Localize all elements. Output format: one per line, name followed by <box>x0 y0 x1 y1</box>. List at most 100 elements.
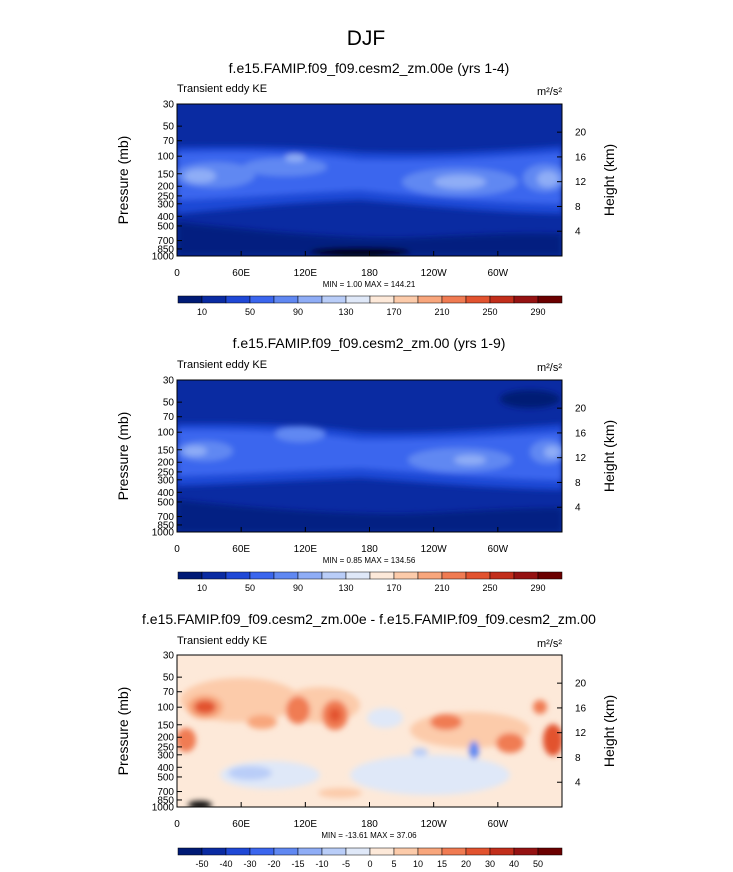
x-tick-label: 0 <box>174 544 180 555</box>
y-axis-title: Pressure (mb) <box>115 687 131 776</box>
y-tick-label: 150 <box>157 720 174 731</box>
y-tick-label: 30 <box>163 376 175 387</box>
colorbar-swatch <box>441 847 467 856</box>
x-tick-label: 120W <box>421 544 448 555</box>
y-tick-label: 700 <box>157 512 174 523</box>
panel-subtitle: Transient eddy KE <box>177 635 267 647</box>
y-tick-label: 200 <box>157 458 174 469</box>
y-right-tick-label: 12 <box>575 453 587 464</box>
colorbar-swatch <box>249 571 275 580</box>
units-label: m²/s² <box>537 362 562 374</box>
colorbar-label: -20 <box>267 859 280 869</box>
y-tick-label: 70 <box>163 412 175 423</box>
y-tick-label: 50 <box>163 673 175 684</box>
colorbar: 10 50 90 130 170 210 250 290 <box>177 295 563 317</box>
units-label: m²/s² <box>537 86 562 98</box>
panel-title: f.e15.FAMIP.f09_f09.cesm2_zm.00 (yrs 1-9… <box>233 335 506 351</box>
colorbar-swatch <box>489 571 515 580</box>
colorbar-swatch <box>513 571 539 580</box>
x-tick-label: 60E <box>232 544 250 555</box>
colorbar-label: 20 <box>461 859 471 869</box>
y-tick-label: 400 <box>157 488 174 499</box>
colorbar-swatch <box>537 571 563 580</box>
y-tick-label: 400 <box>157 763 174 774</box>
y-right-tick-label: 4 <box>575 778 581 789</box>
y-tick-label: 150 <box>157 169 174 180</box>
contour-shading <box>177 678 562 807</box>
y-right-axis-title: Height (km) <box>601 695 617 767</box>
colorbar-label: -50 <box>195 859 208 869</box>
colorbar-swatch <box>321 295 347 304</box>
y-tick-label: 300 <box>157 750 174 761</box>
y-tick-label: 250 <box>157 191 174 202</box>
y-tick-label: 70 <box>163 136 175 147</box>
x-tick-label: 180 <box>361 819 378 830</box>
y-tick-label: 850 <box>157 244 174 255</box>
y-right-axis-title: Height (km) <box>601 420 617 492</box>
y-tick-label: 200 <box>157 733 174 744</box>
x-tick-label: 0 <box>174 268 180 279</box>
contour-field <box>177 655 562 807</box>
colorbar-swatch <box>369 847 395 856</box>
colorbar-swatch <box>201 295 227 304</box>
colorbar-label: 210 <box>434 583 449 593</box>
y-tick-label: 50 <box>163 122 175 133</box>
panel-title: f.e15.FAMIP.f09_f09.cesm2_zm.00e (yrs 1-… <box>229 60 510 76</box>
colorbar-swatch <box>417 847 443 856</box>
y-tick-label: 50 <box>163 398 175 409</box>
colorbar-swatch <box>513 295 539 304</box>
panel-subtitle: Transient eddy KE <box>177 359 267 371</box>
colorbar-label: -30 <box>243 859 256 869</box>
contour-shading <box>177 146 562 256</box>
colorbar-swatch <box>297 847 323 856</box>
y-axis-title: Pressure (mb) <box>115 412 131 501</box>
colorbar-swatch <box>225 847 251 856</box>
colorbar-swatch <box>489 295 515 304</box>
colorbar-label: -40 <box>219 859 232 869</box>
figure-title: DJF <box>347 27 386 50</box>
colorbar-label: 50 <box>245 307 255 317</box>
x-tick-label: 120E <box>294 544 318 555</box>
y-axis-title: Pressure (mb) <box>115 136 131 225</box>
y-tick-label: 500 <box>157 497 174 508</box>
colorbar-label: 250 <box>482 307 497 317</box>
colorbar-label: -15 <box>291 859 304 869</box>
x-tick-label: 120W <box>421 819 448 830</box>
colorbar-swatch <box>201 847 227 856</box>
colorbar-label: 290 <box>530 583 545 593</box>
x-tick-label: 60E <box>232 819 250 830</box>
y-tick-label: 700 <box>157 236 174 247</box>
colorbar-label: 250 <box>482 583 497 593</box>
y-tick-label: 30 <box>163 100 175 111</box>
y-tick-label: 250 <box>157 467 174 478</box>
colorbar: -50 -40 -30 -20 -15 -10 -5 0 5 10 15 20 30 40 50 <box>177 847 563 869</box>
y-right-tick-label: 4 <box>575 503 581 514</box>
colorbar-swatch <box>441 571 467 580</box>
colorbar-swatch <box>417 295 443 304</box>
panel-1: f.e15.FAMIP.f09_f09.cesm2_zm.00e (yrs 1-… <box>115 60 617 317</box>
colorbar-swatch <box>321 847 347 856</box>
colorbar-label: 170 <box>386 583 401 593</box>
y-tick-label: 400 <box>157 212 174 223</box>
colorbar-swatch <box>537 295 563 304</box>
panel-title: f.e15.FAMIP.f09_f09.cesm2_zm.00e - f.e15… <box>142 611 596 627</box>
colorbar-swatch <box>225 295 251 304</box>
colorbar: 10 50 90 130 170 210 250 290 <box>177 571 563 593</box>
x-tick-label: 60W <box>488 544 509 555</box>
colorbar-label: 290 <box>530 307 545 317</box>
colorbar-swatch <box>345 847 371 856</box>
colorbar-swatch <box>417 571 443 580</box>
y-tick-label: 700 <box>157 787 174 798</box>
colorbar-swatch <box>393 571 419 580</box>
y-tick-label: 100 <box>157 152 174 163</box>
colorbar-swatch <box>225 571 251 580</box>
y-tick-label: 850 <box>157 520 174 531</box>
colorbar-label: 10 <box>413 859 423 869</box>
x-tick-label: 60W <box>488 268 509 279</box>
colorbar-swatch <box>249 847 275 856</box>
y-tick-label: 30 <box>163 651 175 662</box>
y-tick-label: 1000 <box>152 252 175 263</box>
y-right-tick-label: 8 <box>575 202 581 213</box>
